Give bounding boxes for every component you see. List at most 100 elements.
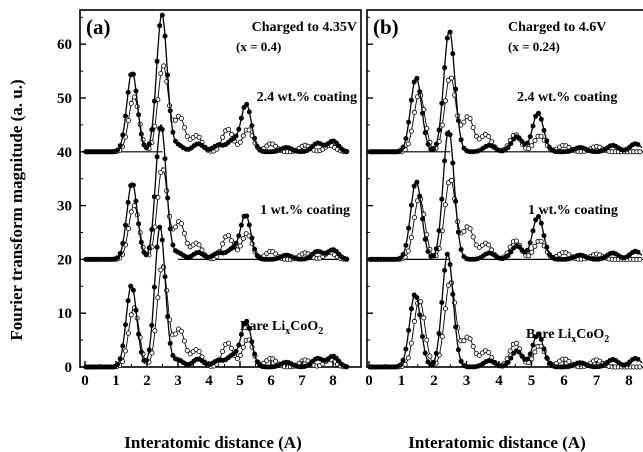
panel-b-series-2-filled-point bbox=[530, 342, 536, 348]
panel-a-series-2-open-point bbox=[125, 330, 131, 336]
panel-a-axes: 0 1 2 3 4 5 6 7 8 0 10 20 30 40 50 60 bbox=[57, 16, 337, 389]
panel-b-series-0-open-point bbox=[461, 119, 467, 125]
panel-b-series-0-filled-point bbox=[406, 119, 412, 125]
panel-a-series-2-filled-point bbox=[123, 322, 129, 328]
panel-a-series-0-filled-point bbox=[141, 142, 147, 148]
panel-a-series-1-filled-point bbox=[246, 222, 252, 228]
panel-a-title: Charged to 4.35V bbox=[252, 20, 357, 35]
panel-b-series-1-filled-point bbox=[422, 236, 428, 242]
panel-b-series-0-filled-point bbox=[419, 110, 425, 116]
panel-a-series-1-open-point bbox=[240, 236, 246, 242]
panel-b-series-2-filled-point bbox=[527, 351, 533, 357]
panel-b-series-2-filled-point bbox=[450, 291, 456, 297]
panel-a-series-1-open-point bbox=[181, 230, 187, 236]
panel-a-series-0-filled-point bbox=[249, 123, 255, 129]
panel-a-x-tick-label: 6 bbox=[267, 373, 275, 389]
panel-b-series-0-filled-point bbox=[527, 134, 533, 140]
panel-b-tag: (b) bbox=[373, 15, 399, 39]
panel-b-series-0-filled-point bbox=[439, 100, 445, 106]
panel-b-series-1-open-point bbox=[529, 249, 535, 255]
panel-b-series-1-filled-point bbox=[524, 247, 530, 253]
panel-b-series-2-open-point bbox=[476, 352, 482, 358]
panel-a-series-2-filled-point bbox=[159, 237, 165, 243]
panel-a-series-1-filled-point bbox=[236, 233, 242, 239]
panel-b-series-0-filled-point bbox=[538, 116, 544, 122]
panel-a-x-tick-label: 4 bbox=[205, 373, 213, 389]
panel-b-subtitle: (x = 0.24) bbox=[508, 39, 560, 54]
panel-b-series-2-open-point bbox=[461, 338, 467, 344]
panel-b-series-1-filled-point bbox=[544, 244, 550, 250]
panel-b-series-1-filled-point bbox=[425, 248, 431, 254]
panel-a-series-1-filled-point bbox=[238, 222, 244, 228]
panel-a-series-2-filled-point bbox=[125, 298, 131, 304]
panel-a-series-2-open-point bbox=[228, 345, 234, 351]
panel-b-series-1-open-point bbox=[408, 234, 414, 240]
panel-a-subtitle: (x = 0.4) bbox=[236, 39, 281, 54]
panel-b-series-0-filled-point bbox=[455, 118, 461, 124]
panel-b-series-1-filled-point bbox=[541, 233, 547, 239]
panel-b-series-2-filled-point bbox=[538, 336, 544, 342]
panel-a-x-tick-label: 0 bbox=[81, 373, 89, 389]
panel-b-x-tick-label: 2 bbox=[430, 373, 438, 389]
panel-a-x-tick-label: 8 bbox=[329, 373, 337, 389]
panel-b-series-2-filled-point bbox=[436, 330, 442, 336]
panel-b-series-1-open-point bbox=[405, 248, 411, 254]
panel-a-series-2-open-point bbox=[149, 350, 155, 356]
panel-b-series-0-open-point bbox=[486, 133, 492, 139]
panel-b-series-0-open-point bbox=[473, 133, 479, 139]
panel-b-series-1-filled-point bbox=[408, 202, 414, 208]
panel-b-frame bbox=[366, 9, 643, 368]
panel-b-series-2-open-point bbox=[442, 306, 448, 312]
panel-a-series-2-filled-point bbox=[254, 359, 260, 365]
panel-a-label-bare: Bare LixCoO2 bbox=[240, 319, 323, 337]
panel-b-series-2-filled-point bbox=[458, 358, 464, 364]
panel-b-x-tick-label: 4 bbox=[495, 373, 503, 389]
panel-b: 0 1 2 3 4 5 6 7 8 (b) Charged to 4.6V (x = 0.24)… bbox=[365, 9, 643, 452]
panel-b-series-0-filled-point bbox=[400, 144, 406, 150]
panel-a-series-0-filled-point bbox=[236, 126, 242, 132]
panel-a-series-1-filled-point bbox=[136, 221, 142, 227]
panel-b-series-1-filled-point bbox=[536, 213, 542, 219]
panel-a-y-tick-label: 0 bbox=[65, 360, 73, 376]
panel-b-series-1-filled-point bbox=[508, 249, 514, 255]
panel-a-series-1-filled-point bbox=[125, 199, 131, 205]
panel-a-series-0-filled-point bbox=[133, 88, 139, 94]
panel-b-series-1-open-point bbox=[467, 226, 473, 232]
panel-a-series-1-filled-point bbox=[162, 156, 168, 162]
panel-b-series-1-open-point bbox=[513, 238, 519, 244]
panel-b-series-2-filled-point bbox=[447, 261, 453, 267]
panel-a-series-2-filled-point bbox=[120, 343, 126, 349]
panel-a-plot bbox=[83, 12, 350, 370]
panel-b-series-1-filled-point bbox=[442, 158, 448, 164]
panel-b-series-0-filled-point bbox=[536, 110, 542, 116]
panel-a-series-2-filled-point bbox=[252, 351, 258, 357]
panel-b-series-0-filled-point bbox=[414, 75, 420, 81]
panel-b-series-1-filled-point bbox=[505, 253, 511, 259]
panel-a-series-1-filled-point bbox=[151, 194, 157, 200]
panel-a-series-2-filled-point bbox=[167, 340, 173, 346]
panel-b-series-2-filled-point bbox=[406, 327, 412, 333]
panel-a-series-0-filled-point bbox=[238, 115, 244, 121]
panel-b-series-0-open-point bbox=[470, 125, 476, 131]
panel-b-series-2-open-point bbox=[486, 349, 492, 355]
panel-b-series-2-filled-point bbox=[408, 306, 414, 312]
panel-b-series-2-filled-point bbox=[635, 356, 641, 362]
panel-a-series-0-open-point bbox=[178, 116, 184, 122]
panel-a-series-2-open-point bbox=[225, 340, 231, 346]
panel-b-series-1-filled-point bbox=[397, 255, 403, 261]
panel-a-series-2-open-point bbox=[234, 356, 240, 362]
panel-b-series-0-filled-point bbox=[635, 141, 641, 147]
panel-a-series-0-filled-point bbox=[120, 132, 126, 138]
panel-b-series-1-filled-point bbox=[439, 196, 445, 202]
panel-b-series-0-open-point bbox=[411, 109, 417, 115]
panel-a-series-2-filled-point bbox=[136, 331, 142, 337]
panel-b-series-1-filled-point bbox=[458, 246, 464, 252]
panel-a-frame bbox=[79, 9, 362, 368]
panel-b-series-0-filled-point bbox=[444, 35, 450, 41]
panel-b-series-2-filled-point bbox=[508, 355, 514, 361]
panel-a-series-2-open-point bbox=[181, 338, 187, 344]
panel-a-series-2-open-point bbox=[196, 348, 202, 354]
panel-b-series-2-filled-point bbox=[417, 312, 423, 318]
panel-b-series-1-filled-point bbox=[417, 193, 423, 199]
panel-a-series-2-open-point bbox=[220, 348, 226, 354]
